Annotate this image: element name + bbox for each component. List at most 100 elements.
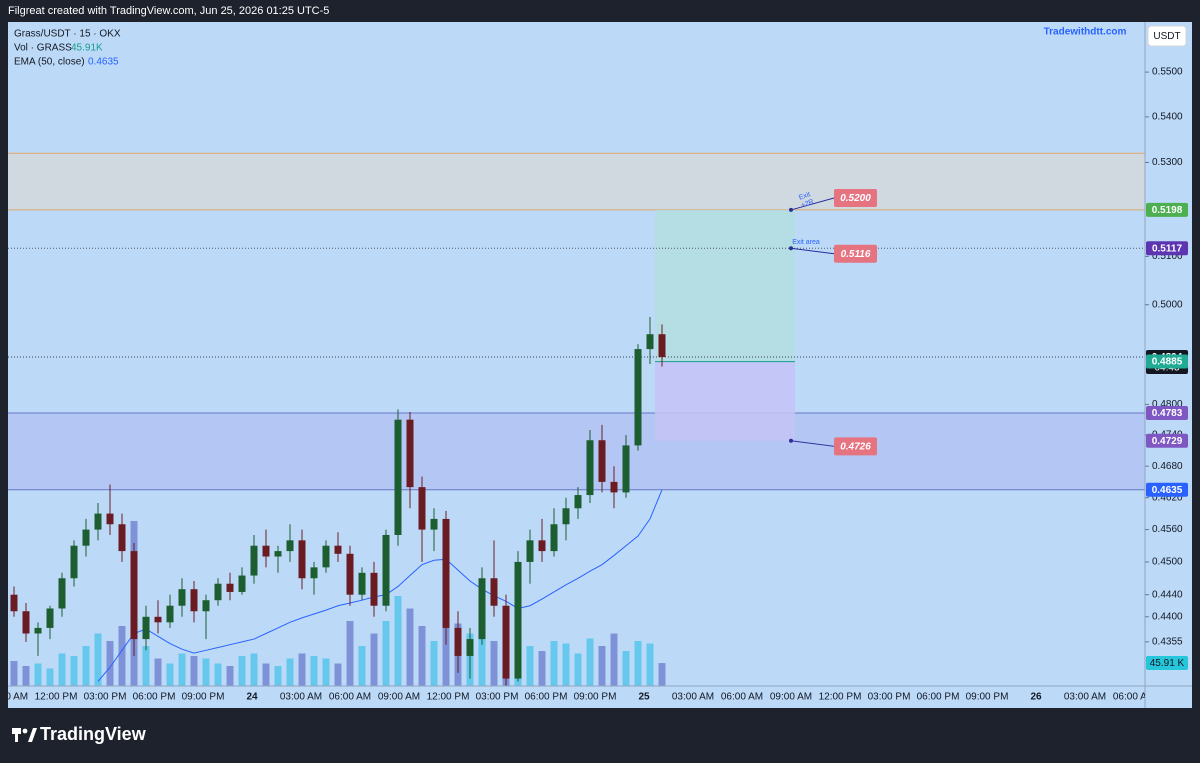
annotation-tag-label: 0.4726 <box>840 441 871 452</box>
candle-body <box>502 605 510 679</box>
x-tick-label: 06:00 AM <box>1113 692 1155 703</box>
candle-body <box>490 578 498 606</box>
candle-body <box>190 589 198 612</box>
candle-body <box>358 572 366 595</box>
price-tag-label: 0.5198 <box>1152 205 1183 216</box>
candle-body <box>106 513 114 525</box>
volume-bar <box>574 653 582 686</box>
annotation-tag-label: 0.5200 <box>840 193 871 204</box>
candle-body <box>334 545 342 554</box>
legend-volume-value: 45.91K <box>71 43 103 54</box>
candle-body <box>382 534 390 606</box>
annotation-note: Exit <box>798 191 811 202</box>
volume-bar <box>562 643 570 686</box>
annotation-tag <box>834 188 877 207</box>
volume-bar <box>262 663 270 686</box>
x-tick-label: 03:00 AM <box>280 692 322 703</box>
annotation-line <box>790 247 835 255</box>
x-tick-label: 03:00 PM <box>84 692 127 703</box>
price-tag <box>1146 406 1188 421</box>
volume-bar <box>526 646 534 686</box>
volume-bar <box>298 653 306 686</box>
y-tick-label: 0.5300 <box>1152 157 1183 168</box>
volume-bar <box>334 663 342 686</box>
x-tick-label: 03:00 PM <box>868 692 911 703</box>
y-tick-label: 0.5400 <box>1152 112 1183 123</box>
candle-body <box>178 589 186 606</box>
candle-body <box>418 487 426 530</box>
candle-body <box>10 594 18 612</box>
candle-body <box>34 627 42 634</box>
candle-body <box>442 518 450 628</box>
price-tag <box>1146 482 1188 497</box>
legend: Grass/USDT · 15 · OKX Vol · GRASS 45.91K… <box>14 29 121 68</box>
y-tick-label: 0.4620 <box>1152 492 1183 503</box>
y-tick-label: 0.4680 <box>1152 461 1183 472</box>
volume-bar <box>118 626 126 686</box>
volume-bar <box>34 663 42 686</box>
candle-body <box>274 551 282 557</box>
price-tag-label: 0.4635 <box>1152 485 1183 496</box>
x-tick-label: 09:00 PM <box>966 692 1009 703</box>
candle-body <box>646 334 654 350</box>
x-tick-label: 26 <box>1030 692 1042 703</box>
volume-bar <box>154 658 162 686</box>
volume-bar <box>430 641 438 686</box>
y-tick-label: 0.4355 <box>1152 637 1183 648</box>
candle-body <box>586 440 594 496</box>
x-tick-label: 06:00 PM <box>525 692 568 703</box>
x-tick-label: 06:00 AM <box>721 692 763 703</box>
volume-bar <box>418 626 426 686</box>
legend-ema-value: 0.4635 <box>88 57 119 68</box>
candle-body <box>94 513 102 530</box>
volume-bar <box>394 596 402 686</box>
legend-ema-name: EMA (50, close) <box>14 57 85 68</box>
price-tag <box>1146 433 1188 448</box>
y-tick-label: 0.4400 <box>1152 611 1183 622</box>
x-tick-label: 25 <box>638 692 650 703</box>
x-tick-label: 09:00 AM <box>378 692 420 703</box>
time-axis: 09:00 AM 12:00 PM 03:00 PM 06:00 PM 09:00 PM… <box>8 692 1155 703</box>
volume-bar <box>286 658 294 686</box>
candle-body <box>598 440 606 482</box>
stop-area <box>655 361 795 441</box>
x-tick-label: 12:00 PM <box>35 692 78 703</box>
candle-body <box>610 481 618 493</box>
candle-body <box>58 578 66 609</box>
candle-body <box>118 524 126 552</box>
candle-body <box>142 616 150 640</box>
volume-bar <box>634 641 642 686</box>
volume-bar <box>22 666 30 686</box>
volume-bar <box>238 656 246 686</box>
volume-bar <box>58 653 66 686</box>
x-tick-label: 03:00 AM <box>672 692 714 703</box>
price-tag <box>1146 241 1188 256</box>
candle-body <box>370 572 378 606</box>
volume-bar <box>322 658 330 686</box>
currency-button[interactable] <box>1147 25 1187 47</box>
volume-bar <box>190 656 198 686</box>
ema-line <box>97 489 663 682</box>
volume-bar <box>610 633 618 686</box>
candle-body <box>550 524 558 552</box>
brand: TradingView <box>12 724 147 744</box>
volume-bar <box>310 656 318 686</box>
volume-bar <box>658 663 666 686</box>
candle-body <box>166 605 174 623</box>
volume-bar <box>538 651 546 686</box>
x-tick-label: 09:00 PM <box>574 692 617 703</box>
annotation-tag <box>834 244 877 263</box>
candle-body <box>226 583 234 592</box>
volume-bar <box>202 658 210 686</box>
x-tick-label: 09:00 AM <box>770 692 812 703</box>
y-tick-label: 0.5500 <box>1152 67 1183 78</box>
currency-button-label[interactable]: USDT <box>1153 31 1180 42</box>
candle-body <box>634 349 642 446</box>
x-tick-label: 03:00 AM <box>1064 692 1106 703</box>
x-tick-label: 06:00 PM <box>133 692 176 703</box>
y-tick-label: 0.4500 <box>1152 557 1183 568</box>
zone <box>8 413 1145 490</box>
volume-bar <box>82 646 90 686</box>
volume-bar <box>490 641 498 686</box>
volume-bar <box>214 663 222 686</box>
